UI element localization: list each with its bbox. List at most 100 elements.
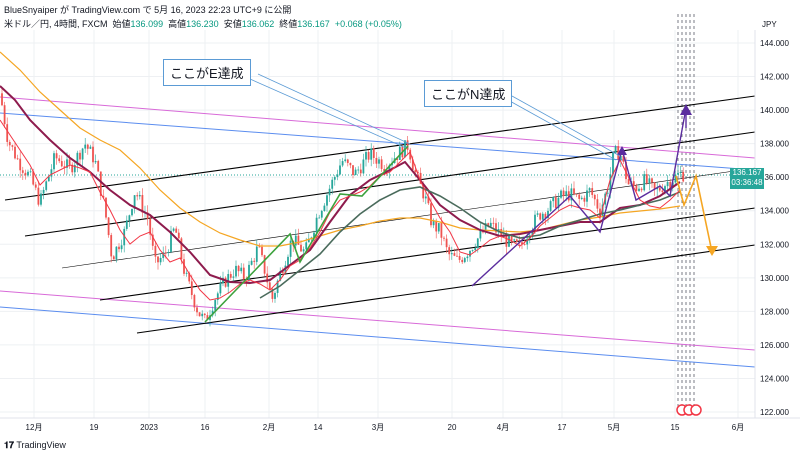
channel-lower-line[interactable] [136,244,756,334]
candle-body [625,161,627,180]
symbol-label[interactable]: 米ドル／円, 4時間, FXCM [4,19,108,29]
channel-upper-line[interactable] [4,95,756,201]
candle-body [398,146,401,160]
e-wave-lines[interactable] [204,145,409,323]
candle-body [567,191,570,201]
y-tick-label: 136.000 [760,173,789,182]
candle-body [339,165,341,175]
candle-body [151,234,154,246]
candle-body [534,214,536,231]
y-tick-label: 124.000 [760,374,789,383]
candle-body [560,190,562,198]
candle-body [354,169,357,176]
x-tick-label: 3月 [372,423,384,432]
candle-body [167,251,170,254]
tradingview-footer[interactable]: 𝟏𝟕 TradingView [4,440,66,451]
candle-body [287,256,289,266]
candle-body [614,146,617,153]
candle-body [440,223,443,238]
candle-body [476,238,479,249]
y-tick-label: 138.000 [760,140,789,149]
x-tick-label: 17 [558,423,567,432]
candle-body [664,186,666,193]
candle-body [196,307,198,313]
n-achieved-callout[interactable]: ここがN達成 [424,80,513,107]
candle-body [591,188,594,195]
candle-body [19,158,22,171]
low-label: 安値 [223,19,242,29]
candle-body [6,124,9,142]
ma-short-line [0,119,681,301]
candle-body [11,145,14,147]
candle-body [53,153,55,170]
orange-projection-lines[interactable] [675,173,713,253]
candle-body [131,208,133,216]
candle-body [474,248,477,251]
price-axis[interactable]: 144.000 142.000 140.000 138.000 136.000 134.0… [760,39,789,417]
candle-body [164,252,167,254]
tradingview-logo-icon: 𝟏𝟕 [4,440,15,450]
candle-body [372,148,375,158]
candle-body [73,165,76,173]
candle-body [651,178,653,183]
candle-body [300,244,302,252]
candle-body [248,264,250,281]
candle-body [279,271,282,281]
n-wave-lines[interactable] [471,107,687,287]
event-markers[interactable] [676,404,702,416]
candle-body [99,171,102,196]
e-achieved-callout[interactable]: ここがE達成 [163,59,251,86]
candle-body [162,252,165,258]
candle-body [632,181,635,186]
channel-line-4[interactable] [99,207,756,301]
publish-attribution: BlueSnyaiper が TradingView.com で 5月 16, … [4,5,292,15]
candle-body [76,152,79,166]
candle-body [141,194,144,213]
candle-body [365,152,367,160]
candle-body [599,208,601,217]
candle-body [461,259,464,263]
candle-body [635,185,638,191]
candle-body [185,272,188,274]
time-axis[interactable]: 12月 19 2023 16 2月 14 3月 20 4月 17 5月 15 6月 [26,423,745,432]
y-tick-label: 130.000 [760,274,789,283]
candle-body [305,242,308,250]
candle-body [315,217,318,233]
candle-body [107,217,110,236]
candle-body [479,230,482,239]
candle-body [554,197,557,209]
change-value: +0.068 (+0.05%) [334,19,402,29]
candle-body [640,188,643,191]
high-value: 136.230 [186,19,219,29]
candle-body [437,223,440,232]
high-label: 高値 [168,19,187,29]
candle-body [375,157,378,164]
candle-body [359,169,362,174]
candle-body [679,171,682,174]
orange-arrow-down-icon [706,246,718,256]
candle-body [357,169,360,171]
x-tick-label: 16 [201,423,210,432]
purple-arrow-small-icon [617,146,627,155]
x-tick-label: 15 [671,423,680,432]
candle-body [388,165,391,172]
candle-body [619,155,622,160]
x-tick-label: 12月 [26,423,43,432]
light-blue-trend-line [0,112,756,171]
candle-body [190,281,193,296]
candle-body [510,235,513,241]
candle-body [627,179,630,185]
candle-body [29,171,32,173]
candle-body [203,313,206,316]
candle-body [346,159,349,163]
candle-body [658,187,661,191]
candle-body [157,256,159,263]
candle-body [547,210,549,218]
candle-body [606,192,609,194]
x-tick-label: 20 [448,423,457,432]
candle-body [435,221,438,232]
bar-countdown: 03:36:48 [731,178,763,187]
channel-line-2[interactable] [24,131,756,237]
